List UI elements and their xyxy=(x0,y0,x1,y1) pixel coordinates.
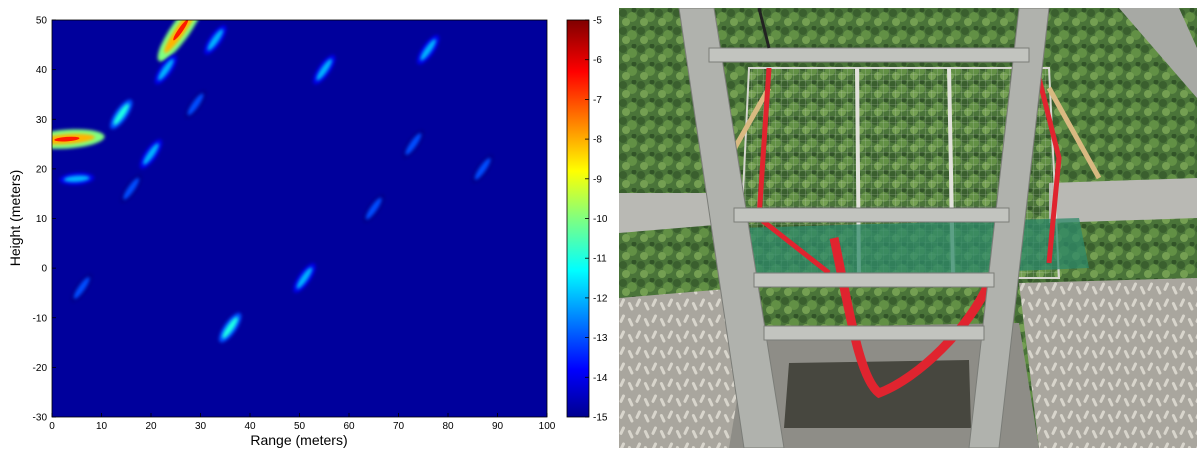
reflection-mark xyxy=(293,263,316,293)
radar-heatmap-chart: 0 10 20 30 40 50 60 70 80 90 100 -30 -20 -10 0 10 20 30 4… xyxy=(7,16,608,449)
x-tick-label: 80 xyxy=(442,421,454,432)
ladder-rail-left xyxy=(678,8,785,448)
reflection-mark xyxy=(110,99,133,130)
reflection-mark xyxy=(184,89,207,120)
x-tick-label: 100 xyxy=(539,421,556,432)
x-tick-label: 50 xyxy=(294,421,306,432)
ladder-rung xyxy=(708,47,1030,63)
y-tick-label: -20 xyxy=(33,363,48,374)
reflection-core xyxy=(365,197,382,220)
reflection-core xyxy=(405,133,422,155)
x-tick-label: 60 xyxy=(343,421,355,432)
y-axis-label: Height (meters) xyxy=(7,170,23,266)
heatmap-svg: 0 10 20 30 40 50 60 70 80 90 100 -30 -20 -10 0 10 20 30 4… xyxy=(7,16,608,449)
reflection-mark xyxy=(59,172,95,185)
x-tick-label: 20 xyxy=(145,421,157,432)
checker-plate-left xyxy=(619,288,759,448)
x-tick-label: 0 xyxy=(49,421,55,432)
colorbar-tick-label: -9 xyxy=(593,174,602,185)
y-tick-label: 50 xyxy=(36,16,48,27)
reflection-core xyxy=(143,143,159,165)
reflection-mark xyxy=(139,139,163,169)
x-tick-label: 40 xyxy=(244,421,256,432)
y-tick-label: 20 xyxy=(36,164,48,175)
reflection-mark xyxy=(218,312,242,343)
reflection-core xyxy=(207,29,224,51)
reflection-core xyxy=(113,103,130,126)
reflection-mark xyxy=(402,129,425,159)
colorbar-tick-label: -6 xyxy=(593,55,602,66)
x-axis-label: Range (meters) xyxy=(250,432,347,448)
reflection-core xyxy=(187,93,204,116)
photo-illustration xyxy=(619,8,1197,448)
reflection-core xyxy=(123,177,140,200)
reflection-core xyxy=(296,267,313,289)
reflection-core xyxy=(474,158,491,180)
red-strap xyxy=(829,237,994,399)
ladder-rung xyxy=(733,207,1010,223)
y-tick-label: 40 xyxy=(36,65,48,76)
y-tick-label: -10 xyxy=(33,313,48,324)
colorbar-tick-label: -5 xyxy=(593,16,602,27)
reflection-mark xyxy=(204,25,227,55)
reflection-peak xyxy=(54,136,80,142)
canopy-tower-photo xyxy=(619,8,1197,448)
reflection-mark xyxy=(154,54,178,85)
y-tick-label: 10 xyxy=(36,214,48,225)
colorbar-tick-label: -13 xyxy=(593,333,608,344)
x-tick-label: 70 xyxy=(393,421,405,432)
reflection-core xyxy=(63,175,90,183)
x-tick-label: 30 xyxy=(195,421,207,432)
colorbar-tick-label: -10 xyxy=(593,214,608,225)
colorbar-tick-label: -7 xyxy=(593,95,602,106)
brace-right xyxy=(1046,86,1102,180)
y-tick-label: 30 xyxy=(36,115,48,126)
reflection-peak xyxy=(173,20,189,41)
reflection-mark xyxy=(157,20,204,62)
colorbar-tick-label: -8 xyxy=(593,135,602,146)
checker-plate-right xyxy=(1019,278,1197,448)
reflection-mark xyxy=(471,154,494,184)
reflection-mark xyxy=(70,273,93,303)
plot-area xyxy=(52,20,547,417)
y-tick-label: 0 xyxy=(41,264,47,275)
colorbar-tick-label: -11 xyxy=(593,254,607,265)
colorbar-tick-label: -12 xyxy=(593,293,608,304)
reflection-core xyxy=(316,58,333,81)
reflection-core xyxy=(420,38,437,61)
colorbar-tick-label: -14 xyxy=(593,373,608,384)
reflection-core xyxy=(73,277,90,299)
reflection-core xyxy=(222,316,239,339)
reflection-core xyxy=(157,58,174,81)
reflection-mark xyxy=(313,54,336,85)
x-tick-label: 10 xyxy=(96,421,108,432)
y-tick-label: -30 xyxy=(33,413,48,424)
reflection-mark xyxy=(416,34,440,65)
ladder-rail-right xyxy=(968,8,1050,448)
ladder-rung xyxy=(763,325,985,341)
cable xyxy=(757,8,771,49)
outer-platform-right xyxy=(1049,178,1197,223)
x-tick-label: 90 xyxy=(492,421,504,432)
colorbar-tick-label: -15 xyxy=(593,413,608,424)
reflection-mark xyxy=(362,193,385,224)
red-strap xyxy=(1036,77,1062,264)
ladder-rung xyxy=(753,272,995,288)
tower-beam xyxy=(1119,8,1197,98)
reflection-mark xyxy=(52,129,105,149)
reflection-mark xyxy=(119,173,143,204)
